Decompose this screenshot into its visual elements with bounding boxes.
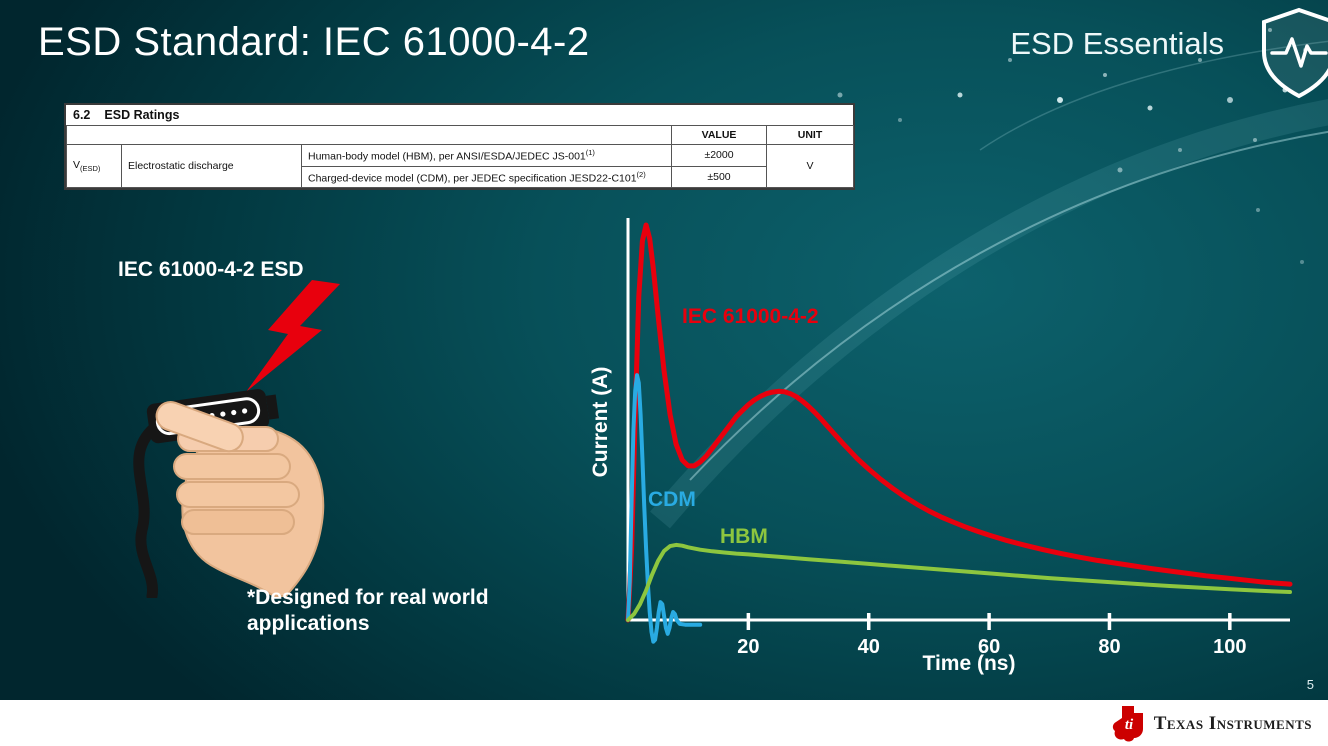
svg-text:20: 20 (737, 636, 759, 658)
curve-label-iec: IEC 61000-4-2 (682, 305, 819, 328)
curve-label-hbm: HBM (720, 525, 768, 548)
header-spacer (65, 125, 673, 145)
svg-text:60: 60 (978, 636, 1000, 658)
footer-bar: ti Texas Instruments (0, 700, 1328, 746)
ratings-table: VALUE UNIT V(ESD) Electrostatic discharg… (65, 125, 855, 188)
test-condition-cdm: Charged-device model (CDM), per JEDEC sp… (300, 165, 673, 188)
svg-text:ti: ti (1125, 717, 1134, 733)
rating-value-cdm: ±500 (671, 165, 768, 188)
svg-text:100: 100 (1213, 636, 1246, 658)
param-name: Electrostatic discharge (121, 144, 302, 188)
footnote-line-1: *Designed for real world (247, 586, 489, 609)
lightning-bolt-icon (246, 280, 340, 392)
slide-page-number: 5 (1306, 677, 1314, 692)
ti-wordmark: Texas Instruments (1153, 713, 1312, 734)
page-title: ESD Standard: IEC 61000-4-2 (38, 20, 590, 64)
table-row: Charged-device model (CDM), per JEDEC sp… (67, 165, 854, 188)
svg-text:80: 80 (1098, 636, 1120, 658)
esd-shield-icon (1262, 7, 1328, 99)
ratings-table-card: 6.2 ESD Ratings VALUE UNIT V(ESD) Electro… (64, 103, 855, 190)
ratings-section-title: 6.2 ESD Ratings (66, 105, 853, 125)
section-name: ESD Ratings (104, 108, 180, 122)
ti-bug-icon: ti (1112, 706, 1143, 742)
footnote-line-2: applications (247, 612, 370, 636)
x-axis-label: Time (ns) (922, 652, 1016, 675)
curve-label-cdm: CDM (648, 488, 696, 511)
illustration-caption: IEC 61000-4-2 ESD (118, 258, 304, 281)
rating-unit: V (766, 144, 855, 188)
footnote: *Designed for real world applications (247, 585, 489, 638)
waveform-chart-canvas: 20 40 60 80 100 (625, 218, 1293, 658)
col-header-value: VALUE (671, 125, 768, 145)
series-brand-title: ESD Essentials (1010, 26, 1224, 61)
hand (155, 401, 325, 597)
col-header-unit: UNIT (766, 125, 855, 145)
waveform-chart: 20 40 60 80 100 IEC 61000-4-2 CDM HBM Time (… (560, 205, 1305, 685)
table-row: V(ESD) Electrostatic discharge Human-bod… (66, 144, 855, 188)
section-number: 6.2 (73, 108, 91, 122)
rating-value-hbm: ±2000 (671, 144, 768, 167)
y-axis-label: Current (A) (589, 366, 612, 478)
param-symbol: V(ESD) (66, 144, 122, 188)
test-condition-hbm: Human-body model (HBM), per ANSI/ESDA/JE… (300, 144, 673, 167)
svg-text:40: 40 (858, 636, 880, 658)
cable (133, 422, 160, 598)
ti-logo: ti Texas Instruments (1110, 705, 1312, 743)
hand-connector-illustration (133, 280, 340, 598)
